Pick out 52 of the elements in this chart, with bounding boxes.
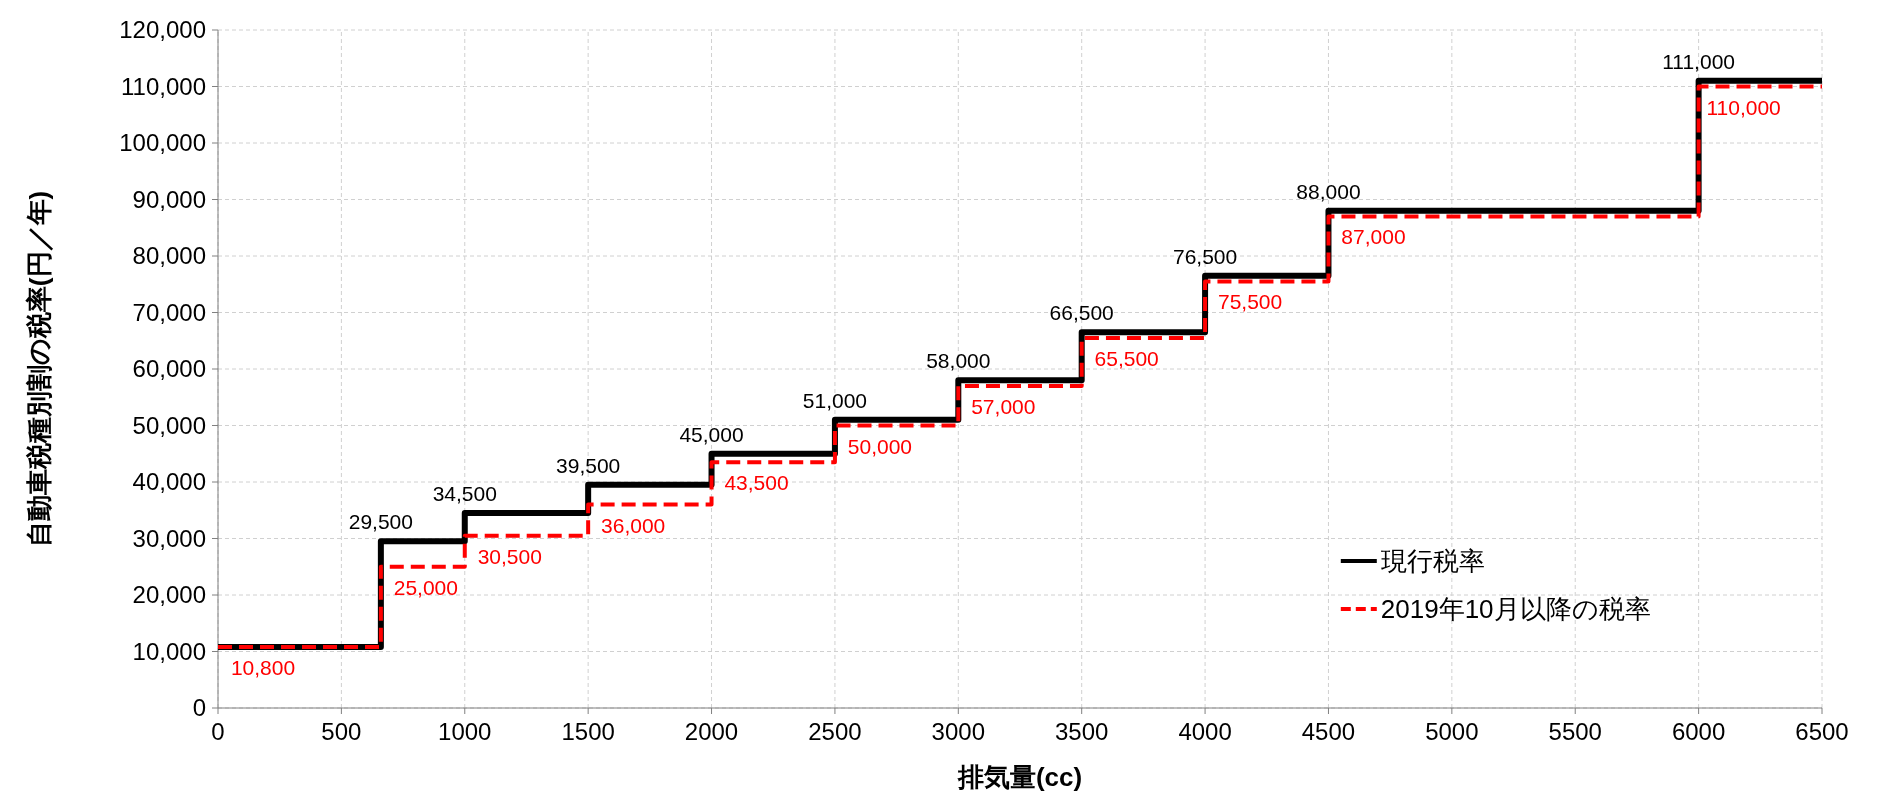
data-label: 34,500 xyxy=(432,482,497,506)
data-label: 25,000 xyxy=(393,575,458,599)
data-label: 58,000 xyxy=(926,349,991,373)
y-tick-label: 60,000 xyxy=(132,355,206,382)
x-tick-label: 1500 xyxy=(561,718,615,745)
data-label: 66,500 xyxy=(1049,301,1114,325)
data-label: 87,000 xyxy=(1341,225,1406,249)
data-label: 110,000 xyxy=(1706,95,1781,119)
y-tick-label: 20,000 xyxy=(132,581,206,608)
x-tick-label: 4500 xyxy=(1301,718,1356,745)
y-axis-title: 自動車税種別割の税率(円／年) xyxy=(24,190,54,548)
x-tick-label: 5000 xyxy=(1425,718,1479,745)
data-label: 57,000 xyxy=(971,394,1036,418)
data-label: 45,000 xyxy=(679,422,744,446)
x-tick-label: 1000 xyxy=(438,718,492,745)
y-tick-label: 0 xyxy=(192,694,206,721)
y-tick-label: 10,000 xyxy=(132,637,206,665)
x-tick-label: 4000 xyxy=(1178,718,1232,745)
data-label: 10,800 xyxy=(230,655,296,679)
y-tick-label: 120,000 xyxy=(119,16,206,43)
x-tick-label: 2500 xyxy=(808,718,862,745)
x-tick-label: 2000 xyxy=(684,718,739,745)
x-tick-label: 6000 xyxy=(1671,718,1726,745)
x-axis-title: 排気量(cc) xyxy=(956,762,1083,792)
y-tick-label: 100,000 xyxy=(119,129,206,156)
y-tick-label: 80,000 xyxy=(132,242,206,269)
x-tick-label: 500 xyxy=(321,718,362,745)
data-label: 75,500 xyxy=(1217,290,1283,314)
y-tick-label: 30,000 xyxy=(132,524,206,552)
data-label: 30,500 xyxy=(477,544,542,568)
y-tick-label: 70,000 xyxy=(132,298,206,326)
data-label: 76,500 xyxy=(1172,244,1238,268)
x-tick-label: 6500 xyxy=(1795,718,1849,745)
y-tick-label: 110,000 xyxy=(121,72,206,100)
data-label: 88,000 xyxy=(1296,179,1361,203)
data-label: 50,000 xyxy=(847,434,913,458)
data-label: 36,000 xyxy=(601,513,666,537)
data-label: 29,500 xyxy=(348,510,413,534)
legend-label: 2019年10月以降の税率 xyxy=(1380,594,1651,625)
y-tick-label: 50,000 xyxy=(132,411,206,439)
data-label: 111,000 xyxy=(1662,49,1736,73)
x-tick-label: 3000 xyxy=(931,718,985,745)
data-label: 39,500 xyxy=(556,453,621,477)
x-tick-label: 3500 xyxy=(1055,718,1109,745)
x-tick-label: 5500 xyxy=(1548,718,1602,745)
y-tick-label: 90,000 xyxy=(132,185,206,213)
legend-label: 現行税率 xyxy=(1380,546,1485,577)
data-label: 43,500 xyxy=(724,471,789,495)
data-label: 51,000 xyxy=(802,388,868,412)
data-label: 65,500 xyxy=(1094,346,1159,370)
y-tick-label: 40,000 xyxy=(132,468,206,495)
x-tick-label: 0 xyxy=(211,718,225,745)
